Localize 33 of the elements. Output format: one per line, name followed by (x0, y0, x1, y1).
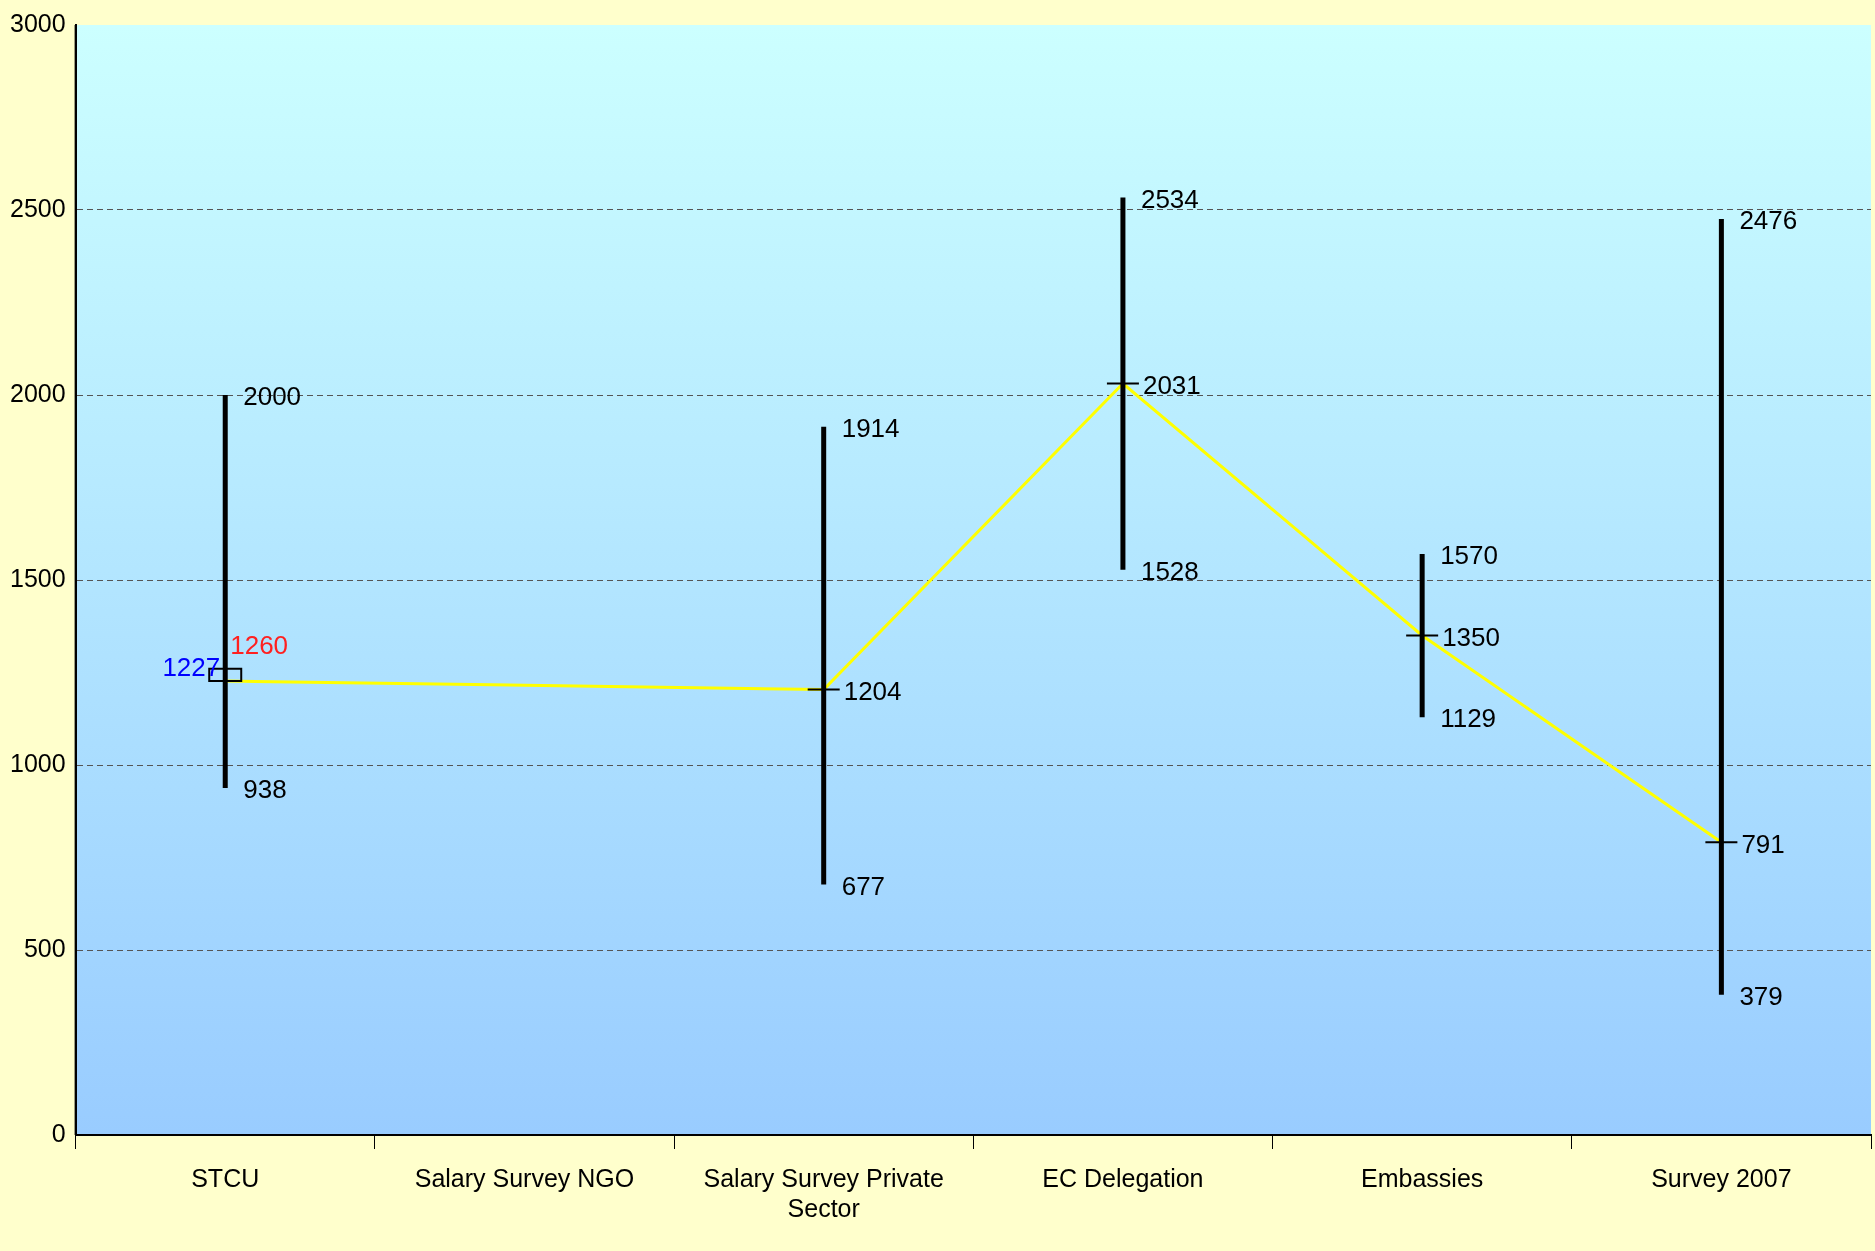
candlestick (806, 426, 841, 885)
annotation: 379 (1739, 980, 1783, 1011)
annotation: 1260 (230, 629, 289, 660)
y-tick-label: 2000 (9, 378, 66, 407)
data-label: 1350 (1442, 621, 1500, 652)
data-label: 1227 (162, 652, 221, 683)
annotation: 938 (243, 774, 287, 805)
y-tick-label: 500 (23, 933, 66, 962)
x-tick-label: Salary Survey NGO (414, 1163, 635, 1192)
candlestick (1405, 554, 1440, 718)
x-tick-label: EC Delegation (1042, 1163, 1204, 1192)
y-tick-label: 0 (51, 1118, 66, 1147)
annotation: 1528 (1140, 555, 1199, 586)
y-tick-label: 3000 (9, 8, 66, 37)
annotation: 677 (841, 870, 886, 901)
x-tick-label: Embassies (1361, 1163, 1484, 1192)
y-tick-label: 1000 (9, 748, 66, 777)
x-tick-label: STCU (191, 1163, 260, 1192)
annotation: 1570 (1440, 540, 1498, 571)
candlestick (1704, 218, 1739, 995)
annotation: 2476 (1739, 205, 1798, 236)
y-tick-label: 1500 (9, 563, 66, 592)
y-tick-label: 2500 (9, 193, 66, 222)
candlestick (1105, 197, 1140, 570)
annotation: 2000 (243, 381, 302, 412)
annotation: 1914 (841, 412, 900, 443)
annotation: 1129 (1440, 703, 1497, 734)
x-tick-label: Salary Survey Private Sector (703, 1163, 944, 1222)
data-label: 2031 (1142, 369, 1201, 400)
annotation: 2534 (1140, 183, 1199, 214)
data-label: 791 (1741, 828, 1785, 859)
x-tick-label: Survey 2007 (1651, 1163, 1792, 1192)
data-label: 1204 (843, 675, 902, 706)
